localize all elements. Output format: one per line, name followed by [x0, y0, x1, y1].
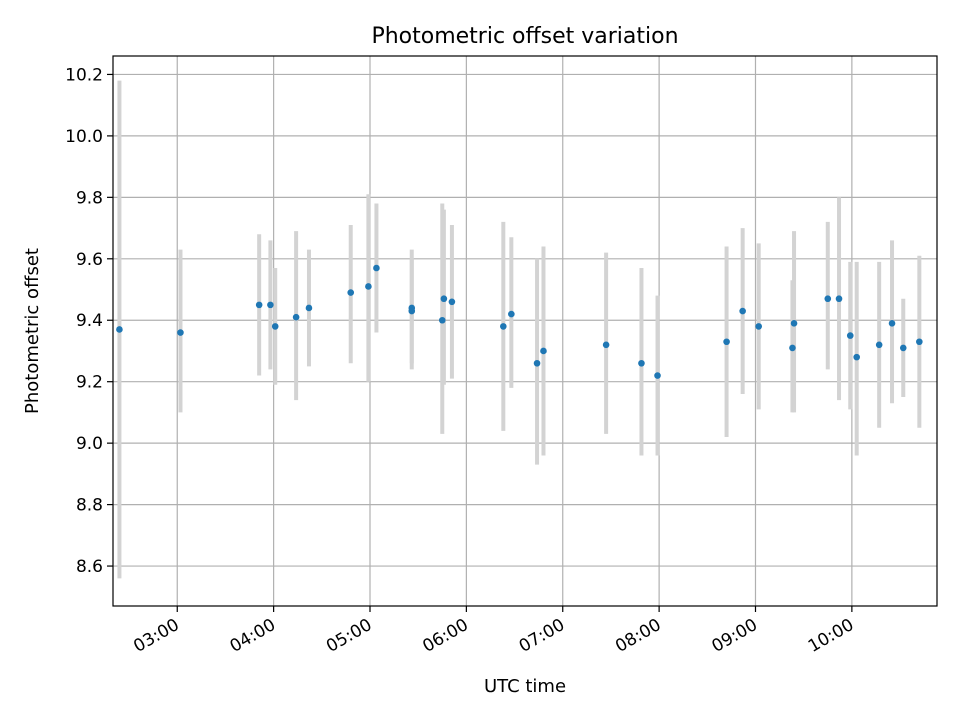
x-axis-label: UTC time: [484, 676, 566, 697]
data-point: [438, 316, 446, 324]
data-point: [888, 320, 896, 327]
y-tick-label: 9.4: [76, 311, 103, 331]
data-point: [899, 344, 907, 352]
y-tick-label: 10.2: [65, 65, 103, 85]
chart-title: Photometric offset variation: [371, 24, 678, 49]
data-point: [739, 307, 746, 315]
data-point: [790, 320, 798, 327]
data-point: [116, 326, 123, 333]
data-point: [292, 313, 300, 321]
data-point: [755, 323, 763, 330]
y-tick-label: 10.0: [65, 127, 103, 147]
data-point: [347, 289, 355, 296]
data-point: [365, 283, 372, 290]
y-tick-label: 9.6: [76, 250, 103, 270]
y-axis-label: Photometric offset: [22, 248, 43, 414]
data-point: [835, 295, 843, 303]
y-tick-label: 8.6: [76, 557, 103, 577]
data-point: [789, 344, 796, 352]
data-point: [267, 301, 274, 309]
data-point: [654, 372, 661, 379]
data-point: [853, 353, 860, 361]
data-point: [638, 359, 645, 367]
data-point: [824, 295, 832, 303]
data-point: [602, 341, 610, 349]
data-point: [916, 338, 923, 346]
data-point: [875, 341, 883, 349]
data-point: [846, 332, 854, 339]
y-tick-label: 9.0: [76, 434, 103, 454]
y-tick-label: 9.8: [76, 188, 103, 208]
y-tick-label: 8.8: [76, 496, 103, 516]
data-point: [500, 323, 507, 330]
data-point: [540, 347, 547, 355]
data-point: [255, 301, 263, 309]
data-point: [508, 310, 515, 318]
data-point: [408, 307, 416, 315]
plot-frame: [112, 55, 938, 607]
y-axis: 8.6 8.8 9.0 9.2 9.4 9.6 9.8 10.0 10.2: [65, 65, 113, 577]
data-point: [177, 329, 184, 336]
data-point: [448, 298, 456, 306]
data-point: [373, 264, 380, 272]
data-point: [723, 338, 730, 346]
data-point: [533, 359, 541, 367]
data-point: [305, 304, 313, 312]
y-tick-label: 9.2: [76, 373, 103, 393]
data-point: [271, 323, 279, 330]
data-point: [440, 295, 448, 303]
data-points: [116, 264, 923, 379]
